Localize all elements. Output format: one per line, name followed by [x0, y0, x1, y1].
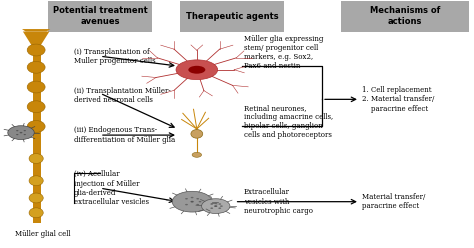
Ellipse shape — [191, 197, 193, 198]
Text: (iii) Endogenous Trans-
differentiation of Müller glia: (iii) Endogenous Trans- differentiation … — [74, 126, 175, 144]
Ellipse shape — [29, 154, 43, 163]
Ellipse shape — [196, 198, 199, 199]
Ellipse shape — [219, 208, 221, 209]
Text: Potential treatment
avenues: Potential treatment avenues — [53, 6, 147, 26]
Ellipse shape — [176, 60, 218, 80]
Ellipse shape — [220, 205, 223, 207]
Ellipse shape — [192, 152, 201, 157]
Ellipse shape — [172, 191, 212, 212]
FancyBboxPatch shape — [180, 1, 284, 31]
Polygon shape — [22, 29, 50, 31]
Ellipse shape — [188, 66, 205, 74]
Ellipse shape — [214, 205, 218, 207]
Text: 1. Cell replacement
2. Material transfer/
    paracrine effect: 1. Cell replacement 2. Material transfer… — [362, 86, 435, 113]
Bar — [33, 45, 41, 223]
Ellipse shape — [196, 204, 199, 205]
Text: Extracellular
vesicles with
neurotrophic cargo: Extracellular vesicles with neurotrophic… — [244, 188, 313, 215]
Text: Müller glia expressing
stem/ progenitor cell
markers, e.g. Sox2,
Pax6 and nestin: Müller glia expressing stem/ progenitor … — [244, 35, 323, 70]
FancyBboxPatch shape — [341, 1, 469, 31]
Ellipse shape — [27, 101, 45, 113]
Text: (i) Transplantation of
Muller progenitor cells: (i) Transplantation of Muller progenitor… — [74, 48, 155, 65]
Ellipse shape — [201, 199, 230, 214]
Ellipse shape — [24, 130, 26, 131]
Ellipse shape — [27, 81, 45, 93]
Ellipse shape — [191, 129, 203, 138]
Ellipse shape — [19, 132, 22, 133]
Ellipse shape — [27, 121, 45, 132]
Ellipse shape — [219, 203, 221, 205]
Text: Müller glial cell: Müller glial cell — [15, 230, 70, 238]
Ellipse shape — [27, 61, 45, 73]
Ellipse shape — [24, 134, 26, 135]
Ellipse shape — [16, 134, 18, 135]
Ellipse shape — [27, 44, 45, 56]
Ellipse shape — [16, 130, 18, 131]
Polygon shape — [23, 31, 49, 45]
Ellipse shape — [210, 203, 213, 205]
Ellipse shape — [185, 198, 188, 199]
FancyBboxPatch shape — [48, 1, 152, 31]
Ellipse shape — [185, 204, 188, 205]
Ellipse shape — [29, 208, 43, 218]
Ellipse shape — [199, 201, 201, 202]
Ellipse shape — [210, 208, 213, 209]
Ellipse shape — [191, 201, 194, 203]
Ellipse shape — [8, 126, 34, 140]
Text: (iv) Acellular
injection of Müller
glia-derived
extracellular vesicles: (iv) Acellular injection of Müller glia-… — [74, 170, 149, 206]
Ellipse shape — [214, 202, 217, 204]
Text: (ii) Transplantation Müller-
derived neuronal cells: (ii) Transplantation Müller- derived neu… — [74, 87, 171, 104]
Ellipse shape — [29, 193, 43, 203]
Text: Retinal neurones,
including amacrine cells,
bipolar cells, ganglion
cells and ph: Retinal neurones, including amacrine cel… — [244, 104, 333, 139]
Ellipse shape — [29, 176, 43, 186]
Text: Material transfer/
paracrine effect: Material transfer/ paracrine effect — [362, 193, 426, 210]
Text: Therapeutic agents: Therapeutic agents — [186, 12, 279, 21]
Text: Mechanisms of
actions: Mechanisms of actions — [370, 6, 440, 26]
